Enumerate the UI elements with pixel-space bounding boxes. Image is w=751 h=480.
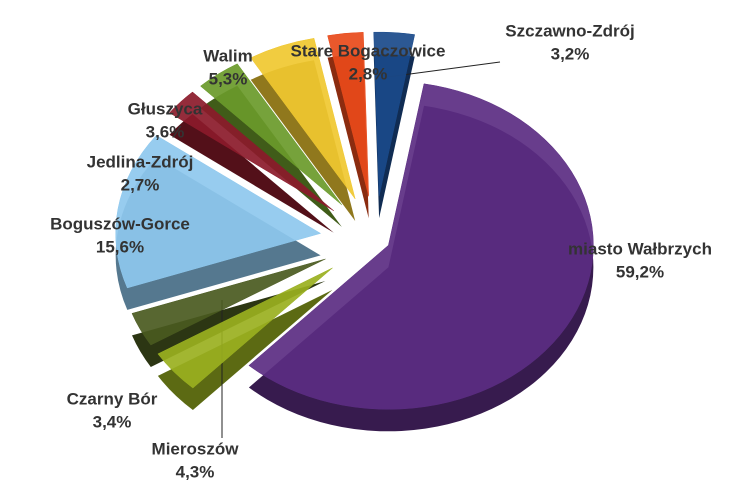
slice-value: 59,2% — [616, 262, 664, 281]
slice-value: 3,6% — [146, 122, 185, 141]
slice-label: miasto Wałbrzych — [568, 239, 712, 258]
slice-value: 4,3% — [176, 462, 215, 480]
slice-side — [169, 114, 334, 233]
slice-label: Głuszyca — [128, 99, 203, 118]
slice — [200, 63, 343, 206]
slice-label: Jedlina-Zdrój — [87, 152, 194, 171]
slice-label: Walim — [203, 46, 252, 65]
slice-label: Stare Bogaczowice — [291, 41, 446, 60]
slice — [248, 83, 594, 410]
slice-label: Czarny Bór — [67, 389, 158, 408]
slice-label: Boguszów-Gorce — [50, 214, 190, 233]
slice — [373, 31, 416, 197]
slice-label: Szczawno-Zdrój — [505, 21, 634, 40]
slice-side — [250, 60, 356, 221]
slice-value: 2,7% — [121, 175, 160, 194]
slice-value: 5,3% — [209, 69, 248, 88]
slice-value: 15,6% — [96, 237, 144, 256]
slice — [131, 258, 326, 346]
slice — [157, 267, 333, 389]
slice-value: 3,4% — [93, 412, 132, 431]
slice — [250, 38, 356, 200]
slice-value: 3,2% — [551, 44, 590, 63]
slice — [327, 32, 369, 197]
slice-value: 2,8% — [349, 64, 388, 83]
slice — [115, 135, 322, 289]
slice — [169, 91, 334, 212]
slice-label: Mieroszów — [152, 439, 240, 458]
